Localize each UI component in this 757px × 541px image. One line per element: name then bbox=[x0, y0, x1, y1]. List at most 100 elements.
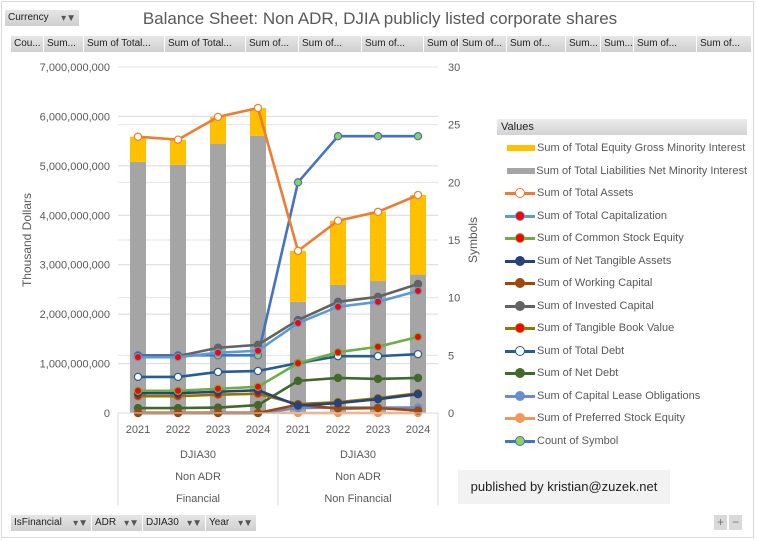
point-sum-of-common-stock-equity bbox=[294, 359, 301, 366]
point-sum-of-invested-capital bbox=[414, 280, 421, 287]
legend-swatch-icon bbox=[505, 277, 535, 289]
point-count-of-symbol bbox=[334, 133, 341, 140]
point-sum-of-net-debt bbox=[334, 374, 341, 381]
point-sum-of-total-capitalization bbox=[214, 349, 221, 356]
y-tick-label: 7,000,000,000 bbox=[40, 62, 110, 74]
x-tick-label: 2023 bbox=[206, 424, 230, 436]
zoom-out-button[interactable]: − bbox=[729, 515, 742, 530]
group-label: DJIA30 bbox=[340, 449, 376, 461]
bar-total-equity bbox=[410, 195, 426, 275]
bar-total-equity bbox=[370, 212, 386, 281]
filter-label: Year bbox=[209, 517, 229, 528]
y2-tick-label: 0 bbox=[448, 408, 454, 420]
point-sum-of-total-debt bbox=[374, 353, 381, 360]
y-tick-label: 0 bbox=[104, 408, 110, 420]
x-tick-label: 2021 bbox=[126, 424, 150, 436]
point-sum-of-total-debt bbox=[414, 351, 421, 358]
point-sum-of-total-assets bbox=[134, 133, 141, 140]
point-sum-of-total-assets bbox=[414, 191, 421, 198]
legend-label: Sum of Total Capitalization bbox=[537, 210, 667, 222]
legend-swatch-icon bbox=[505, 142, 535, 154]
legend-item[interactable]: Sum of Working Capital bbox=[497, 272, 747, 295]
point-sum-of-working-capital bbox=[374, 404, 381, 411]
point-sum-of-total-capitalization bbox=[294, 319, 301, 326]
point-sum-of-net-debt bbox=[414, 374, 421, 381]
legend-label: Sum of Total Assets bbox=[537, 187, 633, 199]
legend-item[interactable]: Sum of Total Equity Gross Minority Inter… bbox=[497, 137, 747, 160]
legend-item[interactable]: Sum of Net Tangible Assets bbox=[497, 250, 747, 273]
point-sum-of-common-stock-equity bbox=[414, 333, 421, 340]
legend-item[interactable]: Sum of Invested Capital bbox=[497, 295, 747, 318]
y-tick-label: 6,000,000,000 bbox=[40, 111, 110, 123]
point-sum-of-net-debt bbox=[374, 375, 381, 382]
point-sum-of-total-debt bbox=[214, 368, 221, 375]
y2-axis-title: Symbols bbox=[466, 217, 480, 263]
legend-item[interactable]: Sum of Capital Lease Obligations bbox=[497, 385, 747, 408]
legend-swatch-icon bbox=[505, 345, 535, 357]
y2-tick-label: 15 bbox=[448, 235, 460, 247]
legend-label: Count of Symbol bbox=[537, 435, 618, 447]
y2-tick-label: 10 bbox=[448, 293, 460, 305]
legend-title: Values bbox=[497, 119, 747, 135]
legend-item[interactable]: Sum of Total Capitalization bbox=[497, 205, 747, 228]
point-sum-of-total-assets bbox=[334, 217, 341, 224]
gridlines bbox=[118, 67, 438, 413]
filter-label: IsFinancial bbox=[14, 517, 62, 528]
legend-label: Sum of Net Debt bbox=[537, 367, 618, 379]
point-sum-of-total-assets bbox=[374, 208, 381, 215]
x-tick-label: 2022 bbox=[326, 424, 350, 436]
x-tick-label: 2022 bbox=[166, 424, 190, 436]
legend-item[interactable]: Sum of Total Assets bbox=[497, 182, 747, 205]
legend-item[interactable]: Sum of Net Debt bbox=[497, 362, 747, 385]
legend-swatch-icon bbox=[505, 367, 535, 379]
group-label: Non ADR bbox=[335, 471, 381, 483]
x-tick-label: 2024 bbox=[406, 424, 430, 436]
filter-button-djia30[interactable]: DJIA30▾▼ bbox=[143, 515, 205, 531]
point-sum-of-total-capitalization bbox=[174, 354, 181, 361]
y-tick-label: 5,000,000,000 bbox=[40, 161, 110, 173]
legend-swatch-icon bbox=[505, 210, 535, 222]
zoom-in-button[interactable]: + bbox=[714, 515, 727, 530]
legend-item[interactable]: Sum of Total Liabilities Net Minority In… bbox=[497, 160, 747, 183]
point-sum-of-net-debt bbox=[254, 401, 261, 408]
legend-label: Sum of Capital Lease Obligations bbox=[537, 390, 700, 402]
legend-item[interactable]: Sum of Total Debt bbox=[497, 340, 747, 363]
y2-tick-label: 25 bbox=[448, 120, 460, 132]
legend-swatch-icon bbox=[505, 187, 535, 199]
point-sum-of-net-tangible-assets bbox=[374, 396, 381, 403]
legend-label: Sum of Total Equity Gross Minority Inter… bbox=[537, 142, 745, 154]
filter-button-adr[interactable]: ADR▾▼ bbox=[92, 515, 142, 531]
point-sum-of-total-capitalization bbox=[374, 298, 381, 305]
y2-tick-label: 30 bbox=[448, 62, 460, 74]
y-tick-label: 4,000,000,000 bbox=[40, 210, 110, 222]
y-tick-label: 1,000,000,000 bbox=[40, 359, 110, 371]
filter-icon: ▾▼ bbox=[73, 516, 88, 531]
legend-item[interactable]: Count of Symbol bbox=[497, 430, 747, 453]
credit-text: published by kristian@zuzek.net bbox=[458, 470, 670, 504]
filter-button-isfinancial[interactable]: IsFinancial ▾▼ bbox=[11, 515, 91, 531]
legend-item[interactable]: Sum of Common Stock Equity bbox=[497, 227, 747, 250]
legend-label: Sum of Tangible Book Value bbox=[537, 322, 674, 334]
y-axis-title: Thousand Dollars bbox=[20, 193, 34, 287]
legend-item[interactable]: Sum of Preferred Stock Equity bbox=[497, 407, 747, 430]
point-sum-of-net-debt bbox=[294, 377, 301, 384]
legend-label: Sum of Invested Capital bbox=[537, 300, 654, 312]
group-label: Financial bbox=[176, 493, 220, 505]
point-sum-of-total-debt bbox=[134, 373, 141, 380]
group-label: Non ADR bbox=[175, 471, 221, 483]
filter-button-year[interactable]: Year ▾▼ bbox=[206, 515, 256, 531]
filter-label: DJIA30 bbox=[146, 517, 179, 528]
point-sum-of-net-tangible-assets bbox=[294, 402, 301, 409]
point-sum-of-total-assets bbox=[214, 113, 221, 120]
point-count-of-symbol bbox=[414, 133, 421, 140]
legend-swatch-icon bbox=[505, 232, 535, 244]
point-sum-of-total-capitalization bbox=[334, 303, 341, 310]
legend: Values Sum of Total Equity Gross Minorit… bbox=[497, 119, 747, 452]
point-count-of-symbol bbox=[294, 179, 301, 186]
legend-label: Sum of Total Liabilities Net Minority In… bbox=[536, 165, 747, 177]
point-sum-of-total-assets bbox=[254, 104, 261, 111]
legend-item[interactable]: Sum of Tangible Book Value bbox=[497, 317, 747, 340]
filter-icon: ▾▼ bbox=[238, 516, 253, 531]
y2-tick-label: 20 bbox=[448, 177, 460, 189]
point-sum-of-total-capitalization bbox=[254, 347, 261, 354]
